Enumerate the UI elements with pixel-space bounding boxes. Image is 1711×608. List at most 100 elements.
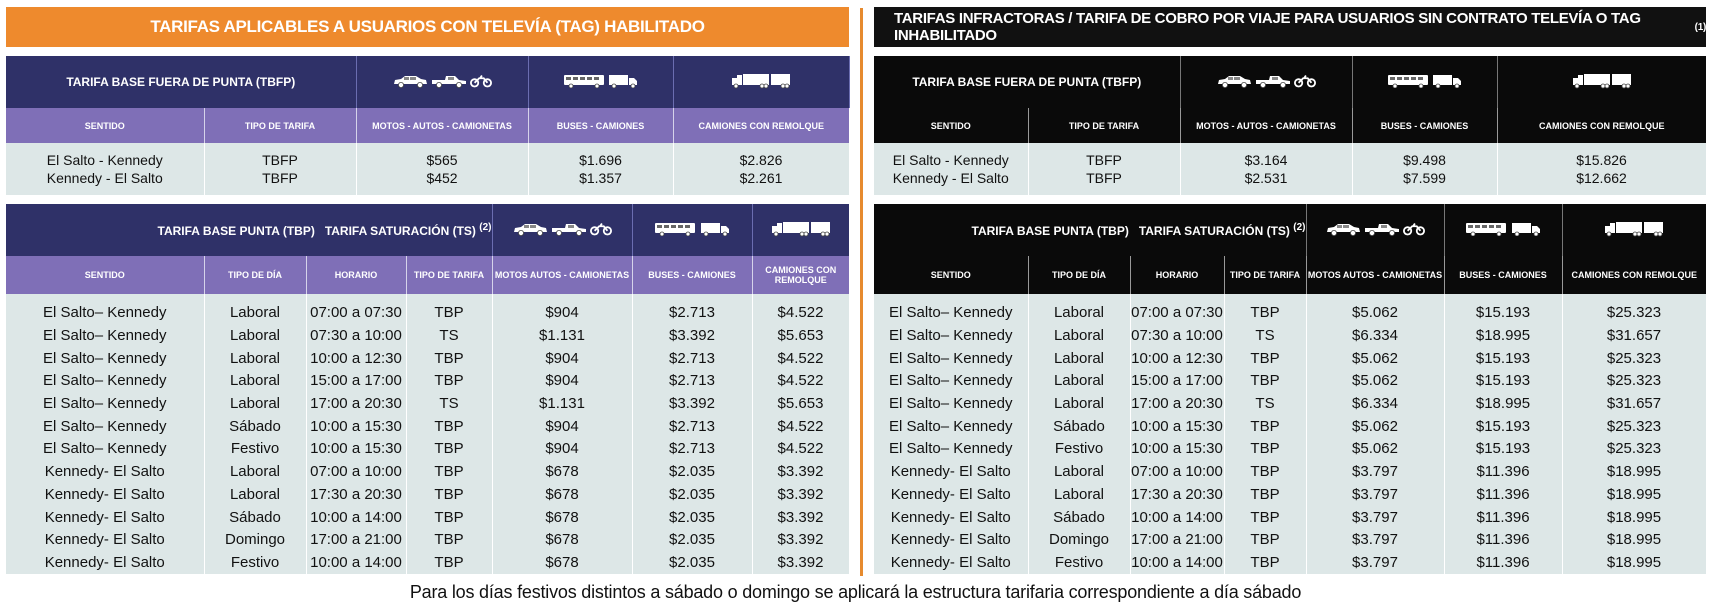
table-cell: $31.657 xyxy=(1562,324,1707,348)
col-header: SENTIDO xyxy=(6,256,205,294)
table-row: El Salto– Kennedy Festivo 10:00 a 15:30 TBP… xyxy=(874,438,1707,461)
table-cell: Laboral xyxy=(204,483,307,507)
table-cell: TBP xyxy=(406,415,493,439)
table-cell: $2.035 xyxy=(632,506,753,529)
table-cell: El Salto– Kennedy xyxy=(6,302,205,325)
table-cell: $678 xyxy=(492,506,633,529)
left-tbp-body: El Salto– Kennedy Laboral 07:00 a 07:30 TBP… xyxy=(6,294,850,575)
table-cell: 10:00 a 15:30 xyxy=(306,415,407,439)
table-cell: $4.522 xyxy=(752,370,850,393)
table-row: El Salto– Kennedy Laboral 07:30 a 10:00 TS $… xyxy=(874,324,1707,348)
table-cell: 07:00 a 07:30 xyxy=(1130,302,1225,325)
table-cell: El Salto– Kennedy xyxy=(6,415,205,439)
right-banner-note: (1) xyxy=(1694,21,1707,33)
table-cell: 07:00 a 07:30 xyxy=(306,302,407,325)
table-cell: El Salto– Kennedy xyxy=(6,370,205,393)
table-cell: 17:30 a 20:30 xyxy=(1130,483,1225,507)
col-header: MOTOS AUTOS - CAMIONETAS xyxy=(1306,256,1445,294)
right-tbfp-title: TARIFA BASE FUERA DE PUNTA (TBFP) xyxy=(874,56,1181,108)
pickup-icon xyxy=(551,222,587,236)
table-cell: Kennedy- El Salto xyxy=(874,483,1029,507)
table-cell: Kennedy- El Salto xyxy=(874,460,1029,484)
truck-trailer-icon xyxy=(770,221,832,237)
table-cell: 10:00 a 14:00 xyxy=(306,551,407,575)
table-cell: $4.522 xyxy=(752,438,850,461)
table-cell: El Salto– Kennedy xyxy=(874,438,1029,461)
table-cell: 17:00 a 20:30 xyxy=(1130,392,1225,416)
table-cell: $18.995 xyxy=(1444,324,1563,348)
table-cell: TS xyxy=(406,392,493,416)
table-cell: TBP xyxy=(406,483,493,507)
table-cell: $904 xyxy=(492,415,633,439)
table-cell: $3.797 xyxy=(1306,460,1445,484)
col-header: TIPO DE DÍA xyxy=(1028,256,1131,294)
right-tbp-note: (2) xyxy=(1293,222,1306,233)
table-row: El Salto– Kennedy Laboral 07:00 a 07:30 TBP… xyxy=(6,302,850,325)
table-row: El Salto - Kennedy TBFP $565 $1.696 $2.8… xyxy=(6,151,850,169)
table-cell: Laboral xyxy=(1028,347,1131,371)
table-cell: $3.392 xyxy=(752,460,850,484)
motorcycle-icon xyxy=(1294,74,1316,88)
col-header: TIPO DE TARIFA xyxy=(204,108,357,143)
table-cell: $3.392 xyxy=(752,506,850,529)
left-tbfp-light-vehicles xyxy=(356,56,529,108)
table-cell: Laboral xyxy=(204,347,307,371)
col-header: CAMIONES CON REMOLQUE xyxy=(1497,108,1707,143)
table-cell: $15.193 xyxy=(1444,347,1563,371)
table-cell: 10:00 a 12:30 xyxy=(306,347,407,371)
truck-icon xyxy=(608,74,638,88)
table-cell: $5.062 xyxy=(1306,415,1445,439)
table-row: El Salto– Kennedy Festivo 10:00 a 15:30 TBP… xyxy=(6,438,850,461)
table-cell: TBP xyxy=(406,506,493,529)
table-cell: TBP xyxy=(1224,438,1307,461)
pickup-icon xyxy=(1364,222,1400,236)
left-tbp-light-vehicles xyxy=(492,204,633,256)
table-cell: 07:00 a 10:00 xyxy=(306,460,407,484)
table-row: El Salto– Kennedy Laboral 17:00 a 20:30 TS $… xyxy=(6,392,850,416)
bus-icon xyxy=(654,222,696,236)
table-cell: $3.797 xyxy=(1306,528,1445,552)
right-banner-text: TARIFAS INFRACTORAS / TARIFA DE COBRO PO… xyxy=(894,10,1641,44)
table-cell: Laboral xyxy=(1028,460,1131,484)
table-cell: Festivo xyxy=(204,438,307,461)
table-cell: 17:00 a 21:00 xyxy=(306,528,407,552)
table-row: El Salto - Kennedy TBFP $3.164 $9.498 $1… xyxy=(874,151,1707,169)
table-cell: $3.392 xyxy=(752,551,850,575)
table-cell: TBP xyxy=(1224,460,1307,484)
motorcycle-icon xyxy=(1403,222,1425,236)
table-cell: TBP xyxy=(1224,483,1307,507)
table-cell: Laboral xyxy=(1028,483,1131,507)
table-cell: Domingo xyxy=(1028,528,1131,552)
table-cell: El Salto– Kennedy xyxy=(6,392,205,416)
table-cell: TBP xyxy=(1224,506,1307,529)
table-cell: Laboral xyxy=(204,302,307,325)
table-cell: $15.193 xyxy=(1444,438,1563,461)
table-cell: 15:00 a 17:00 xyxy=(1130,370,1225,393)
table-cell: $25.323 xyxy=(1562,370,1707,393)
col-header: TIPO DE TARIFA xyxy=(406,256,493,294)
table-cell: $904 xyxy=(492,370,633,393)
table-cell: 10:00 a 15:30 xyxy=(306,438,407,461)
table-cell: $11.396 xyxy=(1444,506,1563,529)
table-cell: $2.713 xyxy=(632,347,753,371)
col-header: TIPO DE DÍA xyxy=(204,256,307,294)
table-cell: $4.522 xyxy=(752,415,850,439)
right-tbp-table: TARIFA BASE PUNTA (TBP) TARIFA SATURACIÓ… xyxy=(874,204,1707,575)
table-cell: $904 xyxy=(492,438,633,461)
right-tbfp-trailer-vehicles xyxy=(1497,56,1707,108)
table-cell: $31.657 xyxy=(1562,392,1707,416)
table-cell: $678 xyxy=(492,483,633,507)
bus-icon xyxy=(1387,74,1429,88)
table-cell: Laboral xyxy=(204,324,307,348)
left-tbp-note: (2) xyxy=(479,222,492,233)
pickup-icon xyxy=(431,74,467,88)
col-header: CAMIONES CON REMOLQUE xyxy=(752,256,849,294)
table-row: Kennedy - El Salto TBFP $452 $1.357 $2.2… xyxy=(6,169,850,187)
table-row: Kennedy- El Salto Laboral 17:30 a 20:30 TBP… xyxy=(6,483,850,507)
col-header: HORARIO xyxy=(306,256,407,294)
table-cell: TBP xyxy=(1224,528,1307,552)
right-tbp-title-text: TARIFA BASE PUNTA (TBP) TARIFA SATURACIÓ… xyxy=(971,224,1290,238)
table-cell: El Salto– Kennedy xyxy=(874,324,1029,348)
table-row: El Salto– Kennedy Laboral 15:00 a 17:00 TBP… xyxy=(6,370,850,393)
table-cell: Kennedy- El Salto xyxy=(874,528,1029,552)
